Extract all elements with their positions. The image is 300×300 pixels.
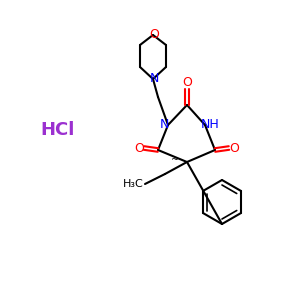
Text: O: O xyxy=(134,142,144,154)
Text: H₃C: H₃C xyxy=(123,179,143,189)
Text: NH: NH xyxy=(201,118,219,130)
Text: ~: ~ xyxy=(171,155,179,165)
Text: N: N xyxy=(149,71,159,85)
Text: O: O xyxy=(149,28,159,40)
Text: HCl: HCl xyxy=(41,121,75,139)
Text: O: O xyxy=(182,76,192,88)
Text: O: O xyxy=(229,142,239,154)
Text: N: N xyxy=(159,118,169,130)
